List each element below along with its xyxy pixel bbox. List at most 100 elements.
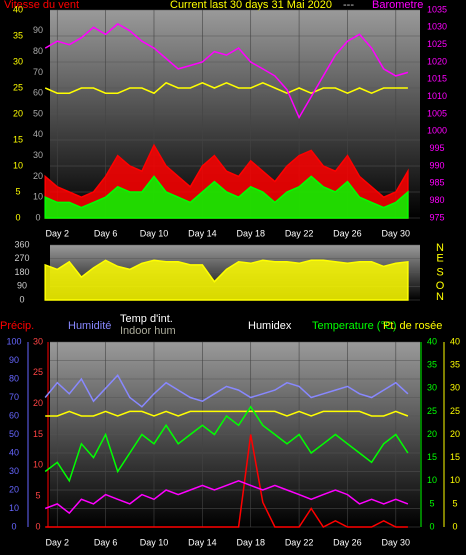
chart-title: Current last 30 days 31 Mai 2020 [170, 0, 332, 11]
y-tick-label: 5 [429, 498, 434, 508]
y-tick-label: 25 [33, 367, 43, 377]
y-tick-label: 0 [452, 521, 457, 531]
x-tick-label: Day 2 [45, 537, 69, 547]
y-tick-label: 40 [450, 336, 460, 346]
y-tick-label: 5 [35, 491, 40, 501]
series-line [45, 434, 408, 528]
series-area [44, 175, 409, 219]
y-tick-label: 80 [33, 46, 43, 56]
y-tick-label: 30 [13, 56, 23, 66]
y-tick-label: 20 [33, 398, 43, 408]
y-tick-label: 90 [9, 355, 19, 365]
y-tick-label: 10 [33, 460, 43, 470]
y-tick-label: 15 [13, 134, 23, 144]
series-line [44, 81, 408, 95]
y-tick-label: 30 [9, 466, 19, 476]
x-tick-label: Day 14 [188, 228, 217, 238]
legend-label: Indoor hum [120, 325, 176, 337]
y-tick-label: 35 [13, 30, 23, 40]
legend-label: Humidex [248, 320, 292, 332]
y-tick-label: 50 [33, 108, 43, 118]
y-tick-label: 1000 [427, 126, 447, 136]
y-tick-label: 30 [427, 383, 437, 393]
y-tick-label: 20 [450, 429, 460, 439]
y-tick-label: 0 [429, 521, 434, 531]
y-tick-label: 20 [9, 484, 19, 494]
subtitle: --- [343, 0, 354, 11]
direction-label: S [436, 266, 443, 278]
y-tick-label: 60 [9, 410, 19, 420]
x-tick-label: Day 6 [94, 537, 118, 547]
y-tick-label: 180 [14, 267, 29, 277]
legend-label: Temperature (°C) [312, 320, 396, 332]
x-tick-label: Day 26 [333, 537, 362, 547]
y-tick-label: 70 [33, 67, 43, 77]
x-tick-label: Day 10 [140, 228, 169, 238]
legend-label: Temp d'int. [120, 313, 173, 325]
y-tick-label: 40 [33, 129, 43, 139]
y-tick-label: 1005 [427, 108, 447, 118]
legend-label: Précip. [0, 320, 34, 332]
y-tick-label: 100 [6, 336, 21, 346]
y-tick-label: 70 [9, 392, 19, 402]
y2-label: Barometre [372, 0, 423, 11]
y-tick-label: 90 [17, 281, 27, 291]
y-tick-label: 15 [450, 452, 460, 462]
y-tick-label: 1020 [427, 56, 447, 66]
series-line [44, 479, 409, 515]
x-tick-label: Day 18 [236, 228, 265, 238]
y-tick-label: 1015 [427, 74, 447, 84]
y-tick-label: 20 [427, 429, 437, 439]
y-tick-label: 20 [13, 108, 23, 118]
y-tick-label: 90 [33, 25, 43, 35]
y-tick-label: 15 [427, 452, 437, 462]
y-tick-label: 5 [452, 498, 457, 508]
direction-label: O [436, 280, 445, 292]
legend-label: Pt. de rosée [383, 320, 442, 332]
x-tick-label: Day 18 [236, 537, 265, 547]
series-line [45, 410, 409, 417]
y-tick-label: 0 [15, 212, 20, 222]
y-tick-label: 1025 [427, 39, 447, 49]
y-tick-label: 10 [33, 192, 43, 202]
y-tick-label: 270 [14, 253, 29, 263]
y-tick-label: 10 [9, 503, 19, 513]
direction-label: N [436, 242, 444, 254]
y-tick-label: 0 [11, 521, 16, 531]
y-tick-label: 0 [35, 521, 40, 531]
y-tick-label: 10 [427, 475, 437, 485]
y-tick-label: 20 [33, 171, 43, 181]
y-tick-label: 1035 [427, 4, 447, 14]
x-tick-label: Day 30 [382, 537, 411, 547]
direction-label: E [436, 253, 443, 265]
y-tick-label: 5 [15, 186, 20, 196]
y-tick-label: 80 [9, 373, 19, 383]
x-tick-label: Day 6 [94, 228, 118, 238]
y-tick-label: 50 [9, 429, 19, 439]
y-tick-label: 35 [450, 360, 460, 370]
y-label: Vitesse du vent [4, 0, 79, 11]
y-tick-label: 980 [429, 195, 444, 205]
y-tick-label: 10 [13, 160, 23, 170]
x-tick-label: Day 22 [285, 228, 314, 238]
series-line [44, 405, 409, 483]
y-tick-label: 25 [450, 406, 460, 416]
y-tick-label: 995 [429, 143, 444, 153]
y-tick-label: 25 [13, 82, 23, 92]
y-tick-label: 40 [9, 447, 19, 457]
x-tick-label: Day 10 [140, 537, 169, 547]
series-line [44, 374, 409, 408]
y-tick-label: 40 [13, 4, 23, 14]
y-tick-label: 30 [33, 150, 43, 160]
y-tick-label: 30 [33, 336, 43, 346]
y-tick-label: 60 [33, 88, 43, 98]
legend-label: Humidité [68, 320, 111, 332]
y-tick-label: 25 [427, 406, 437, 416]
y-tick-label: 975 [429, 212, 444, 222]
x-tick-label: Day 22 [285, 537, 314, 547]
y-tick-label: 360 [14, 239, 29, 249]
y-tick-label: 1030 [427, 22, 447, 32]
y-tick-label: 990 [429, 160, 444, 170]
direction-label: N [436, 291, 444, 303]
